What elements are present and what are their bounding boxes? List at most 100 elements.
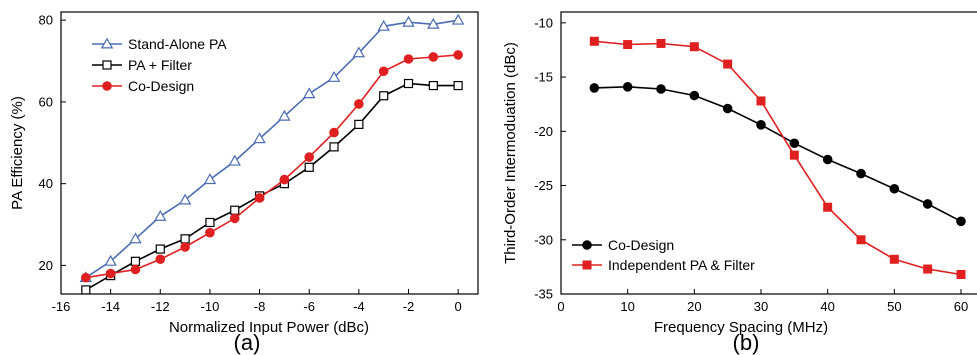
data-point [757,121,766,130]
legend-label: Independent PA & Filter [608,257,755,273]
data-point [131,265,140,274]
legend-label: Stand-Alone PA [128,36,227,52]
data-point [304,89,314,98]
y-tick-label: 80 [39,13,53,28]
data-point [690,91,699,100]
x-tick-label: 10 [620,299,634,314]
chart-a-frame [61,12,478,294]
data-point [890,255,898,263]
data-point [824,203,832,211]
data-point [623,83,632,92]
y-tick-label: 60 [39,94,53,109]
data-point [957,270,965,278]
legend-item: Independent PA & Filter [572,257,755,273]
x-tick-label: -6 [303,299,315,314]
data-point [181,235,189,243]
data-point [590,37,598,45]
y-tick-label: 20 [39,258,53,273]
data-point [790,139,799,148]
data-point [156,255,165,264]
data-point [206,228,215,237]
data-point [156,245,164,253]
legend-item: Co-Design [572,237,674,253]
y-tick-label: -30 [534,232,553,247]
legend-marker [583,261,591,269]
data-point [330,143,338,151]
x-tick-label: -12 [151,299,170,314]
data-point [924,265,932,273]
data-point [82,286,90,294]
x-tick-label: -10 [201,299,220,314]
data-point [823,155,832,164]
data-point [757,97,765,105]
data-point [429,53,438,62]
data-point [82,273,91,282]
legend-marker [103,61,111,69]
data-point [205,174,215,183]
x-tick-label: 0 [455,299,462,314]
chart-b-panel-label: (b) [733,330,760,355]
legend-item: PA + Filter [92,57,192,73]
chart-b: 0 10 20 30 40 50 60 -35 -30 -25 -20 -15 -10 Co-Desig… [502,12,977,355]
data-point [355,100,364,109]
data-point [790,151,798,159]
data-point [690,43,698,51]
data-point [380,92,388,100]
x-tick-label: 30 [754,299,768,314]
x-tick-label: 0 [557,299,564,314]
data-point [624,41,632,49]
data-point [723,104,732,113]
data-point [404,55,413,64]
legend-label: Co-Design [128,78,194,94]
y-tick-label: -25 [534,178,553,193]
x-tick-label: -14 [101,299,120,314]
chart-a-xlabel: Normalized Input Power (dBc) [169,319,369,336]
data-point [231,206,239,214]
legend-label: Co-Design [608,237,674,253]
data-point [131,257,139,265]
data-point [857,236,865,244]
data-point [330,128,339,137]
data-point [230,214,239,223]
x-tick-label: 60 [954,299,968,314]
series-b-0 [590,83,965,226]
x-tick-label: 50 [887,299,901,314]
legend-marker [583,241,592,250]
data-point [657,85,666,94]
data-point [857,169,866,178]
x-tick-label: -2 [403,299,415,314]
series-line [86,84,458,290]
chart-a-legend: Stand-Alone PA PA + Filter Co-Design [92,36,227,94]
chart-b-legend: Co-Design Independent PA & Filter [572,237,755,273]
data-point [724,60,732,68]
chart-a-panel-label: (a) [234,330,261,355]
data-point [379,67,388,76]
x-tick-label: -8 [254,299,266,314]
data-point [957,217,966,226]
data-point [590,84,599,93]
data-point [453,15,463,24]
chart-b-ylabel: Third-Order Intermoduation (dBc) [502,42,519,264]
x-tick-label: -16 [52,299,71,314]
data-point [405,80,413,88]
x-tick-label: 40 [820,299,834,314]
series-line [594,87,961,222]
data-point [454,82,462,90]
y-tick-label: -35 [534,287,553,302]
chart-a: -16 -14 -12 -10 -8 -6 -4 -2 0 20 40 60 80 Stand-Alon… [9,12,478,355]
data-point [106,269,115,278]
legend-marker [103,82,112,91]
y-tick-label: 40 [39,176,53,191]
legend-item: Stand-Alone PA [92,36,227,52]
legend-label: PA + Filter [128,57,192,73]
data-point [923,200,932,209]
data-point [206,218,214,226]
data-point [255,194,264,203]
data-point [355,120,363,128]
x-tick-label: -4 [353,299,365,314]
y-tick-label: -15 [534,70,553,85]
x-tick-label: 20 [687,299,701,314]
data-point [890,184,899,193]
data-point [454,51,463,60]
